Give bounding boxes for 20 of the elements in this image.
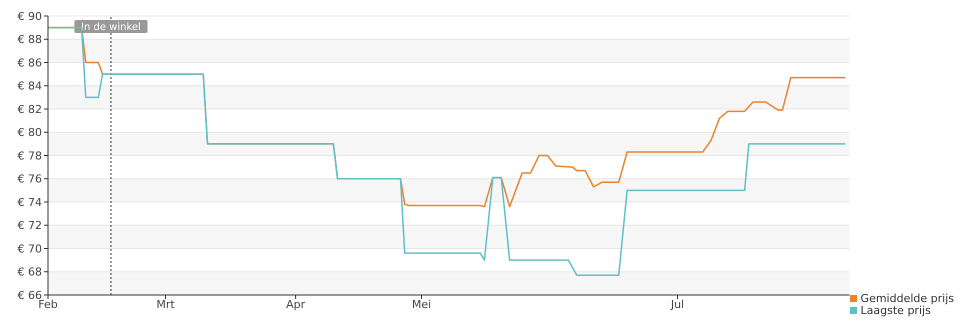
ref-line-label: In de winkel [81,22,141,33]
legend-label: Laagste prijs [860,304,931,317]
x-tick-label: Mei [412,298,432,311]
x-tick-label: Apr [286,298,306,311]
y-tick-label: € 68 [18,266,42,279]
y-tick-label: € 70 [18,242,42,256]
y-tick-label: € 74 [18,196,42,209]
y-tick-label: € 72 [18,219,42,232]
y-tick-label: € 80 [18,126,42,140]
x-tick-label: Feb [38,298,58,311]
y-tick-label: € 76 [18,172,42,186]
legend-label: Gemiddelde prijs [860,292,954,305]
y-tick-label: € 78 [18,149,42,162]
y-tick-label: € 90 [18,10,42,23]
y-tick-label: € 88 [18,33,42,46]
x-tick-label: Mrt [156,298,176,311]
y-tick-label: € 84 [18,80,42,93]
y-tick-label: € 86 [18,56,42,70]
x-tick-label: Jul [670,298,684,311]
y-tick-label: € 82 [18,102,42,116]
